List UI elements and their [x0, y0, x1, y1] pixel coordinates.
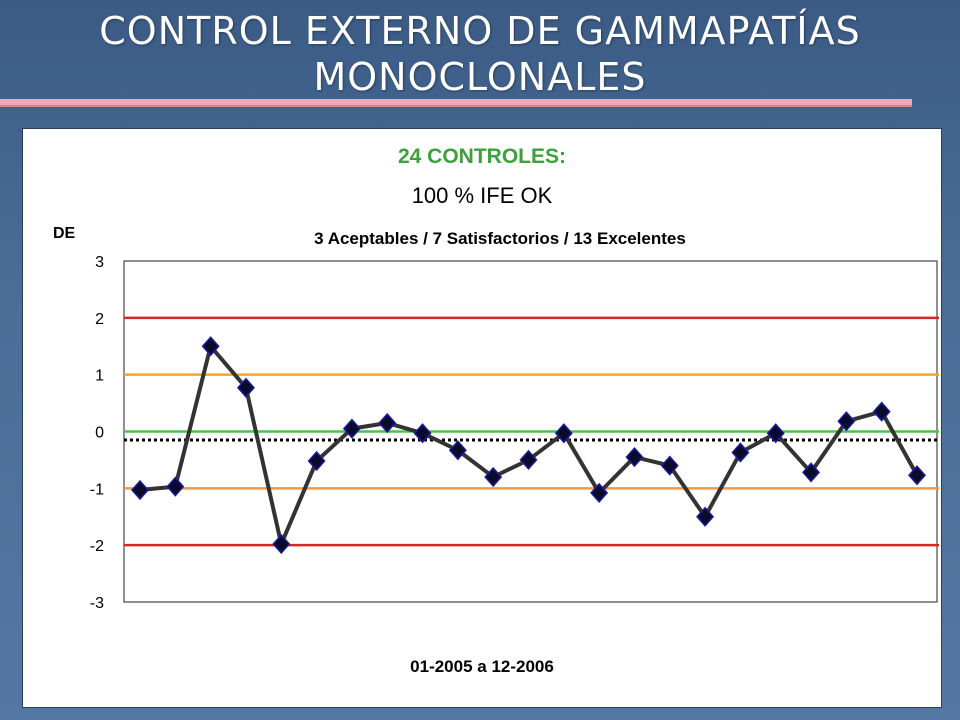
- y-tick-label: 0: [95, 425, 104, 442]
- chart-subtitle: 100 % IFE OK: [411, 183, 553, 208]
- series-line: [139, 344, 919, 547]
- x-axis-label: 01-2005 a 12-2006: [410, 657, 554, 676]
- line-chart: 3 2 1 0 -1 -2 -3: [90, 254, 939, 612]
- data-point-marker: [484, 466, 503, 488]
- data-point-marker: [907, 465, 927, 486]
- title-underline: [0, 99, 912, 105]
- data-point-marker: [413, 423, 432, 444]
- data-point-marker: [660, 455, 679, 476]
- data-point-marker: [872, 401, 891, 422]
- y-tick-label: -1: [90, 481, 104, 498]
- slide-title-line2: MONOCLONALES: [313, 55, 647, 99]
- data-point-marker: [130, 479, 150, 501]
- y-tick-label: 3: [95, 254, 104, 271]
- chart-title: 24 CONTROLES:: [397, 145, 567, 168]
- data-point-marker: [837, 411, 856, 432]
- data-point-marker: [696, 506, 715, 527]
- data-point-marker: [519, 449, 538, 471]
- slide-title: CONTROL EXTERNO DE GAMMAPATÍAS MONOCLONA…: [0, 8, 960, 100]
- data-point-marker: [342, 418, 361, 439]
- data-point-marker: [201, 336, 220, 357]
- data-point-marker: [378, 412, 397, 434]
- data-point-marker: [448, 440, 467, 461]
- data-point-marker: [766, 423, 785, 444]
- data-point-marker: [590, 482, 609, 504]
- y-tick-label: -2: [90, 538, 104, 555]
- data-point-marker: [166, 476, 185, 497]
- data-point-marker: [554, 423, 573, 444]
- data-point-marker: [236, 377, 255, 398]
- data-point-marker: [731, 442, 750, 463]
- data-point-marker: [272, 533, 291, 555]
- chart-panel: 24 CONTROLES: 100 % IFE OK 3 Aceptables …: [22, 128, 942, 708]
- data-point-marker: [625, 446, 644, 468]
- y-tick-label: -3: [90, 595, 104, 612]
- data-point-marker: [802, 462, 821, 483]
- y-tick-label: 2: [95, 311, 104, 328]
- title-underline-shadow: [0, 105, 912, 107]
- chart-annotation: 3 Aceptables / 7 Satisfactorios / 13 Exc…: [314, 229, 686, 248]
- data-point-marker: [307, 450, 326, 472]
- slide-title-line1: CONTROL EXTERNO DE GAMMAPATÍAS: [99, 9, 861, 53]
- y-tick-label: 1: [95, 368, 104, 385]
- y-axis-label: DE: [53, 225, 76, 242]
